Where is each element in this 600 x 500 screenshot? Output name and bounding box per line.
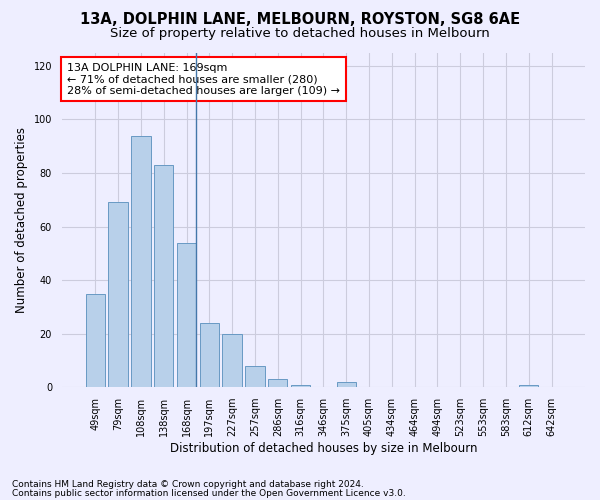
Bar (291, 384, 310, 387)
Y-axis label: Number of detached properties: Number of detached properties (15, 127, 28, 313)
Bar (200, 323, 219, 387)
Bar (519, 384, 538, 387)
Bar (337, 382, 356, 387)
Bar (268, 379, 287, 387)
Text: 13A DOLPHIN LANE: 169sqm
← 71% of detached houses are smaller (280)
28% of semi-: 13A DOLPHIN LANE: 169sqm ← 71% of detach… (67, 62, 340, 96)
Text: Contains HM Land Registry data © Crown copyright and database right 2024.: Contains HM Land Registry data © Crown c… (12, 480, 364, 489)
Bar (177, 242, 196, 387)
Bar (223, 334, 242, 387)
Bar (131, 136, 151, 387)
Text: 13A, DOLPHIN LANE, MELBOURN, ROYSTON, SG8 6AE: 13A, DOLPHIN LANE, MELBOURN, ROYSTON, SG… (80, 12, 520, 28)
Text: Contains public sector information licensed under the Open Government Licence v3: Contains public sector information licen… (12, 488, 406, 498)
Bar (245, 366, 265, 387)
Bar (154, 165, 173, 387)
Bar (86, 294, 105, 387)
Text: Size of property relative to detached houses in Melbourn: Size of property relative to detached ho… (110, 28, 490, 40)
Bar (109, 202, 128, 387)
X-axis label: Distribution of detached houses by size in Melbourn: Distribution of detached houses by size … (170, 442, 477, 455)
